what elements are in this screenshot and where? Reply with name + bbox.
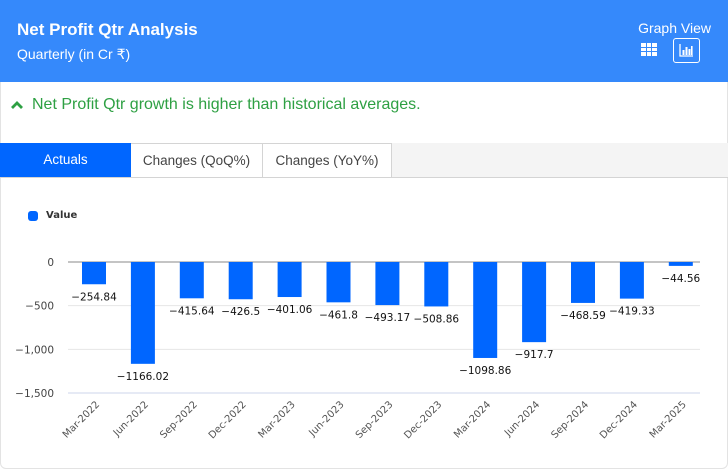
bar-chart-icon-button[interactable] bbox=[673, 38, 700, 63]
x-tick-label: Mar-2025 bbox=[648, 399, 689, 440]
header: Net Profit Qtr Analysis Quarterly (in Cr… bbox=[0, 0, 728, 82]
x-tick-label: Jun-2022 bbox=[111, 399, 151, 439]
bar bbox=[375, 262, 400, 306]
table-icon[interactable] bbox=[641, 43, 657, 56]
bar bbox=[668, 262, 693, 266]
bar-chart-icon bbox=[679, 44, 693, 57]
view-label: Graph View bbox=[638, 20, 711, 36]
bar bbox=[130, 262, 155, 364]
x-tick-label: Sep-2022 bbox=[158, 399, 200, 441]
tab-changes-yoy[interactable]: Changes (YoY%) bbox=[263, 143, 392, 177]
y-tick-label: −500 bbox=[25, 301, 54, 313]
page-title: Net Profit Qtr Analysis bbox=[17, 20, 198, 39]
bar bbox=[179, 262, 204, 299]
legend-label: Value bbox=[46, 210, 78, 221]
bar bbox=[228, 262, 253, 300]
bar bbox=[277, 262, 302, 298]
tab-changes-qoq[interactable]: Changes (QoQ%) bbox=[131, 143, 263, 177]
y-tick-label: 0 bbox=[47, 257, 54, 269]
data-label: −44.56 bbox=[661, 273, 700, 285]
data-label: −917.7 bbox=[515, 349, 554, 361]
data-label: −461.8 bbox=[319, 309, 358, 321]
x-tick-label: Dec-2022 bbox=[207, 399, 249, 441]
bar bbox=[326, 262, 351, 303]
y-tick-label: −1,500 bbox=[15, 388, 54, 400]
x-tick-label: Sep-2024 bbox=[549, 399, 591, 441]
x-tick-label: Jun-2023 bbox=[307, 399, 347, 439]
data-label: −419.33 bbox=[609, 306, 655, 318]
x-tick-label: Dec-2023 bbox=[402, 399, 444, 441]
y-tick-label: −1,000 bbox=[15, 344, 54, 356]
legend-marker bbox=[28, 210, 38, 221]
x-tick-label: Mar-2024 bbox=[452, 399, 493, 440]
bar-chart: 0 −500 −1,000 −1,500 −254.84 −1166.02 −415.64… bbox=[15, 257, 700, 441]
chart-legend[interactable]: Value bbox=[28, 210, 77, 221]
tab-actuals[interactable]: Actuals bbox=[0, 143, 131, 177]
insight-message: Net Profit Qtr growth is higher than his… bbox=[10, 96, 421, 114]
tab-bar: Actuals Changes (QoQ%) Changes (YoY%) bbox=[0, 143, 728, 178]
x-tick-label: Mar-2022 bbox=[61, 399, 102, 440]
chevron-up-icon bbox=[11, 101, 23, 109]
data-label: −426.5 bbox=[221, 306, 260, 318]
data-label: −493.17 bbox=[365, 312, 411, 324]
data-label: −508.86 bbox=[414, 313, 460, 325]
x-tick-label: Mar-2023 bbox=[256, 399, 297, 440]
data-label: −468.59 bbox=[560, 310, 606, 322]
data-label: −254.84 bbox=[71, 291, 117, 303]
bar bbox=[82, 262, 106, 285]
x-tick-label: Sep-2023 bbox=[354, 399, 396, 441]
x-tick-label: Dec-2024 bbox=[598, 399, 640, 441]
insight-text: Net Profit Qtr growth is higher than his… bbox=[32, 96, 421, 113]
bar bbox=[571, 262, 595, 303]
page-subtitle: Quarterly (in Cr ₹) bbox=[17, 46, 131, 62]
data-label: −1166.02 bbox=[117, 371, 169, 383]
data-label: −401.06 bbox=[267, 304, 313, 316]
data-label: −1098.86 bbox=[459, 365, 512, 377]
bar bbox=[619, 262, 644, 299]
x-tick-label: Jun-2024 bbox=[502, 399, 542, 439]
bar bbox=[522, 262, 547, 343]
bar bbox=[424, 262, 449, 307]
bar bbox=[473, 262, 498, 358]
data-label: −415.64 bbox=[169, 305, 215, 317]
